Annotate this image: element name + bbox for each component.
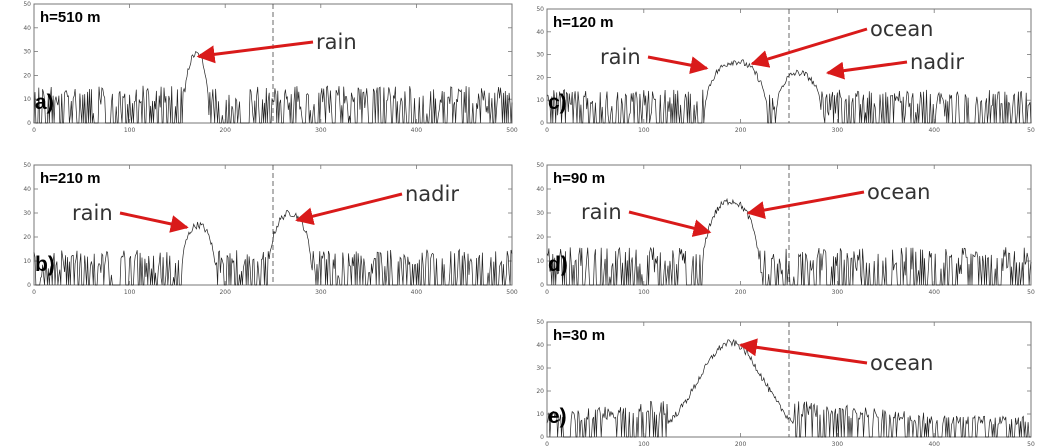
data-series-line	[546, 59, 1032, 124]
y-tick-label: 50	[536, 319, 544, 326]
panel-height-label: h=510 m	[40, 9, 100, 26]
y-tick-label: 20	[536, 74, 544, 81]
panel-letter: d)	[548, 253, 568, 276]
x-tick-label: 100	[638, 441, 650, 447]
annotation-label: rain	[581, 200, 622, 224]
x-tick-label: 300	[832, 289, 844, 296]
y-tick-label: 10	[536, 97, 544, 104]
y-tick-label: 40	[23, 186, 31, 193]
annotation-arrow	[647, 55, 709, 75]
y-tick-label: 0	[540, 434, 544, 441]
y-tick-label: 0	[540, 282, 544, 289]
data-series-line	[546, 197, 1032, 286]
y-tick-label: 30	[536, 210, 544, 217]
panel-letter: b)	[35, 253, 55, 276]
x-tick-label: 100	[638, 127, 650, 134]
panel-height-label: h=90 m	[553, 170, 605, 187]
annotation-arrow	[119, 211, 189, 233]
y-tick-label: 10	[536, 258, 544, 265]
y-tick-label: 30	[23, 49, 31, 56]
x-tick-label: 100	[124, 289, 136, 296]
panel-letter: c)	[548, 91, 567, 114]
x-tick-label: 200	[219, 127, 231, 134]
y-tick-label: 10	[23, 96, 31, 103]
x-tick-label: 500	[506, 289, 518, 296]
x-tick-label: 200	[735, 289, 747, 296]
x-tick-label: 50	[1027, 127, 1035, 134]
y-tick-label: 50	[23, 1, 31, 8]
x-tick-label: 400	[928, 441, 940, 447]
data-series-line	[33, 51, 513, 124]
y-tick-label: 20	[23, 234, 31, 241]
panel-c: 0 10 20 30 40 50 0 100 200 300 400 50 h=120 m c) rain o…	[536, 6, 1035, 134]
x-tick-label: 0	[545, 441, 549, 447]
x-tick-label: 100	[638, 289, 650, 296]
y-tick-label: 40	[536, 29, 544, 36]
annotation-label: nadir	[910, 50, 964, 74]
y-tick-label: 50	[23, 162, 31, 169]
x-tick-label: 300	[315, 127, 327, 134]
x-tick-label: 100	[124, 127, 136, 134]
x-tick-label: 400	[411, 289, 423, 296]
panel-letter: a)	[35, 91, 54, 114]
x-tick-label: 200	[219, 289, 231, 296]
annotation-label: nadir	[405, 182, 459, 206]
y-tick-label: 0	[27, 282, 31, 289]
annotation-label: ocean	[870, 17, 934, 41]
annotation-arrow	[738, 338, 868, 365]
y-tick-label: 40	[23, 25, 31, 32]
panel-height-label: h=30 m	[553, 327, 605, 344]
annotation-arrow	[295, 192, 403, 226]
x-tick-label: 500	[506, 127, 518, 134]
annotation-arrow	[750, 27, 868, 68]
x-tick-label: 200	[735, 441, 747, 447]
y-tick-label: 50	[536, 6, 544, 13]
y-tick-label: 30	[23, 210, 31, 217]
annotation-label: rain	[316, 30, 357, 54]
x-tick-label: 0	[545, 289, 549, 296]
x-tick-label: 0	[32, 127, 36, 134]
y-tick-label: 30	[536, 52, 544, 59]
x-tick-label: 300	[832, 441, 844, 447]
panel-letter: e)	[548, 405, 567, 428]
annotation-arrow	[196, 40, 314, 64]
y-tick-label: 20	[23, 72, 31, 79]
y-tick-label: 30	[536, 365, 544, 372]
panel-e: 0 10 20 30 40 50 0 100 200 300 400 50 h=30 m e) ocean	[536, 319, 1035, 447]
x-tick-label: 0	[545, 127, 549, 134]
x-tick-label: 0	[32, 289, 36, 296]
data-series-line	[33, 209, 513, 286]
y-tick-label: 40	[536, 342, 544, 349]
y-tick-label: 0	[540, 120, 544, 127]
panel-height-label: h=210 m	[40, 170, 100, 187]
y-tick-label: 10	[536, 411, 544, 418]
panel-d: 0 10 20 30 40 50 0 100 200 300 400 50 h=90 m d) rain oc…	[536, 162, 1035, 296]
y-tick-label: 0	[27, 120, 31, 127]
annotation-label: rain	[600, 45, 641, 69]
panel-height-label: h=120 m	[553, 14, 613, 31]
y-tick-label: 20	[536, 388, 544, 395]
x-tick-label: 400	[928, 127, 940, 134]
y-tick-label: 40	[536, 186, 544, 193]
x-tick-label: 50	[1027, 441, 1035, 447]
y-tick-label: 10	[23, 258, 31, 265]
x-tick-label: 200	[735, 127, 747, 134]
data-series-line	[546, 338, 1031, 438]
y-tick-label: 50	[536, 162, 544, 169]
annotation-arrow	[628, 210, 712, 237]
annotation-label: ocean	[870, 351, 934, 375]
x-tick-label: 50	[1027, 289, 1035, 296]
y-tick-label: 20	[536, 234, 544, 241]
annotation-arrow	[746, 190, 865, 219]
x-tick-label: 400	[928, 289, 940, 296]
annotation-label: ocean	[867, 180, 931, 204]
annotation-arrow	[825, 60, 908, 80]
x-tick-label: 400	[411, 127, 423, 134]
x-tick-label: 300	[832, 127, 844, 134]
x-tick-label: 300	[315, 289, 327, 296]
annotation-label: rain	[72, 201, 113, 225]
